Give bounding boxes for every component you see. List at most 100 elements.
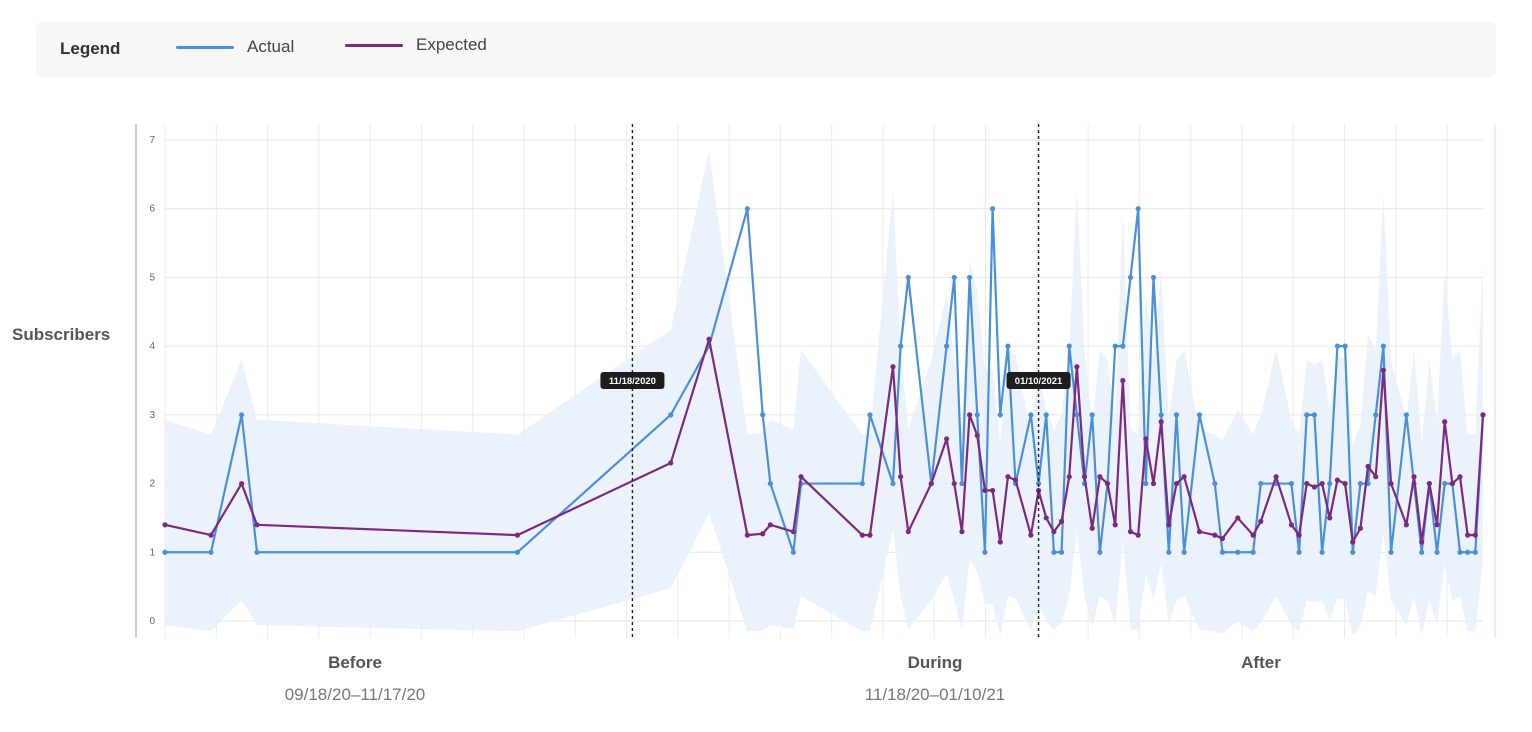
- data-point-actual: [1434, 549, 1440, 555]
- data-point-actual: [790, 549, 796, 555]
- data-point-actual: [898, 343, 904, 349]
- data-point-expected: [790, 529, 796, 535]
- data-point-expected: [898, 474, 904, 480]
- legend-item-actual[interactable]: Actual: [176, 37, 294, 57]
- data-point-actual: [1388, 549, 1394, 555]
- legend-label-actual: Actual: [247, 37, 295, 56]
- data-point-actual: [1219, 549, 1226, 555]
- data-point-actual: [1327, 480, 1333, 487]
- data-point-expected: [1158, 419, 1164, 425]
- data-point-actual: [1304, 412, 1310, 418]
- data-point-actual: [1403, 412, 1409, 418]
- legend-label-expected: Expected: [416, 35, 487, 54]
- data-point-expected: [1449, 480, 1455, 487]
- data-point-expected: [1089, 525, 1095, 531]
- data-point-actual: [1350, 549, 1356, 555]
- data-point-actual: [1058, 549, 1065, 555]
- period-marker-badge: [1006, 372, 1071, 389]
- data-point-actual: [944, 343, 950, 349]
- data-point-expected: [208, 532, 214, 538]
- data-point-expected: [1342, 480, 1348, 487]
- data-point-expected: [1250, 532, 1256, 538]
- data-point-expected: [1319, 480, 1325, 487]
- data-point-expected: [1081, 474, 1088, 480]
- data-point-expected: [767, 522, 773, 528]
- data-point-expected: [1028, 532, 1034, 538]
- data-point-actual: [668, 412, 674, 418]
- data-point-expected: [944, 436, 950, 442]
- data-point-expected: [982, 487, 988, 494]
- data-point-expected: [162, 522, 168, 528]
- legend-item-expected[interactable]: Expected: [345, 35, 487, 55]
- data-point-actual: [1419, 549, 1425, 555]
- data-point-expected: [1120, 377, 1126, 384]
- data-point-actual: [744, 206, 750, 212]
- y-tick-label: 4: [149, 341, 155, 352]
- data-point-expected: [1005, 474, 1011, 480]
- y-tick-label: 3: [149, 410, 155, 421]
- data-point-actual: [974, 412, 980, 418]
- data-point-actual: [1173, 412, 1180, 418]
- data-point-expected: [1419, 539, 1425, 545]
- data-point-actual: [1250, 549, 1256, 555]
- data-point-actual: [208, 549, 214, 555]
- period-marker-badge: [600, 372, 665, 389]
- data-point-expected: [890, 364, 896, 370]
- data-point-expected: [1357, 525, 1363, 531]
- data-point-expected: [1327, 515, 1333, 521]
- data-point-actual: [1043, 412, 1049, 418]
- data-point-expected: [1457, 474, 1463, 480]
- data-point-expected: [1112, 522, 1118, 528]
- y-axis-label: Subscribers: [12, 325, 111, 344]
- data-point-actual: [1311, 412, 1318, 418]
- data-point-expected: [966, 412, 973, 418]
- data-point-expected: [1173, 480, 1180, 487]
- data-point-actual: [1288, 480, 1295, 487]
- data-point-actual: [1319, 549, 1325, 555]
- data-point-expected: [1135, 532, 1141, 538]
- legend-title: Legend: [60, 39, 121, 58]
- data-point-expected: [1143, 436, 1149, 442]
- data-point-expected: [1097, 474, 1103, 480]
- data-point-actual: [997, 412, 1003, 418]
- data-point-expected: [1066, 474, 1072, 480]
- data-point-expected: [1058, 518, 1065, 524]
- data-point-actual: [1158, 412, 1164, 418]
- period-before-name: Before: [328, 653, 382, 672]
- data-point-actual: [1357, 480, 1363, 487]
- data-point-expected: [959, 529, 965, 535]
- data-point-actual: [1035, 480, 1042, 487]
- period-after-name: After: [1241, 653, 1281, 672]
- legend-swatch-actual: [176, 45, 234, 49]
- data-point-expected: [1426, 480, 1432, 487]
- data-point-actual: [1028, 412, 1034, 418]
- data-point-actual: [951, 274, 957, 281]
- data-point-expected: [1334, 477, 1341, 483]
- data-point-actual: [1127, 274, 1134, 281]
- data-point-actual: [1066, 343, 1072, 349]
- data-point-actual: [890, 480, 896, 487]
- data-point-actual: [1380, 343, 1386, 349]
- data-point-expected: [1403, 522, 1409, 528]
- y-tick-label: 7: [149, 135, 155, 146]
- data-point-expected: [1373, 474, 1379, 480]
- data-point-expected: [1304, 480, 1310, 487]
- data-point-expected: [1350, 539, 1356, 545]
- data-point-actual: [1442, 480, 1448, 487]
- data-point-actual: [859, 480, 865, 487]
- data-point-actual: [1258, 480, 1264, 487]
- data-point-expected: [997, 539, 1003, 545]
- data-point-actual: [905, 274, 911, 281]
- data-point-expected: [859, 532, 865, 538]
- data-point-expected: [1442, 419, 1448, 425]
- data-point-expected: [905, 529, 911, 535]
- data-point-expected: [1150, 480, 1157, 487]
- y-tick-label: 5: [149, 272, 155, 283]
- data-point-actual: [959, 480, 965, 487]
- period-marker-label: 11/18/2020: [609, 376, 656, 387]
- data-point-actual: [1212, 480, 1218, 487]
- data-point-expected: [1181, 474, 1187, 480]
- period-during: During 11/18/20–01/10/21: [835, 653, 1035, 705]
- data-point-actual: [1074, 412, 1080, 418]
